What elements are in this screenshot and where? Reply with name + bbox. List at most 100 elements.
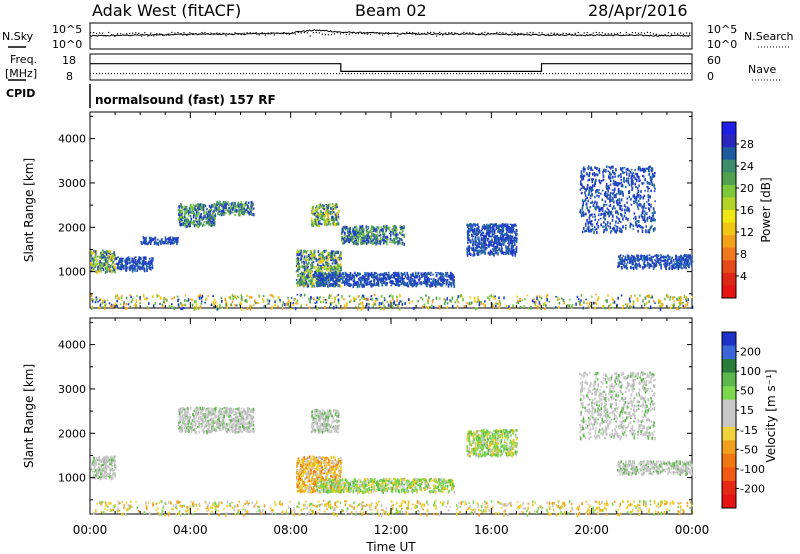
range-gate-cell [326,216,329,220]
range-gate-cell [344,281,346,285]
range-gate-cell [342,275,344,280]
range-gate-cell [191,298,193,302]
range-gate-cell [642,211,644,215]
range-gate-cell [197,306,200,310]
range-gate-cell [484,251,486,255]
range-gate-cell [638,220,640,223]
range-gate-cell [134,261,136,265]
range-gate-cell [636,263,639,267]
nsearch-point [246,32,248,34]
range-gate-cell [439,277,441,280]
range-gate-cell [324,212,326,214]
range-gate-cell [375,281,378,285]
range-gate-cell [151,257,153,261]
range-gate-cell [299,279,301,282]
range-gate-cell [198,222,201,225]
range-gate-cell [300,249,303,252]
range-gate-cell [207,221,210,225]
nsearch-point [475,33,477,36]
range-gate-cell [385,227,388,231]
range-gate-cell [676,265,679,269]
range-gate-cell [426,281,428,284]
range-gate-cell [308,270,311,273]
range-gate-cell [361,238,363,242]
range-gate-cell [222,200,225,203]
range-gate-cell [358,227,361,230]
range-gate-cell [179,214,181,217]
range-gate-cell [397,304,399,308]
range-gate-cell [490,235,492,238]
range-gate-cell [358,232,361,235]
range-gate-cell [329,203,331,207]
range-gate-cell [197,295,199,298]
range-gate-cell [662,259,665,262]
range-gate-cell [315,206,317,209]
range-gate-cell [212,301,215,305]
range-gate-cell [505,251,507,255]
range-gate-cell [180,222,183,227]
range-gate-cell [494,295,496,298]
range-gate-cell [93,268,95,270]
range-gate-cell [645,307,647,309]
range-gate-cell [352,275,355,278]
range-gate-cell [350,276,352,279]
range-gate-cell [581,205,584,208]
nsearch-point [366,33,369,35]
range-gate-cell [668,256,670,258]
range-gate-cell [626,168,628,171]
nsearch-point [300,32,302,34]
nsearch-point [183,31,185,34]
nsearch-point [192,32,194,35]
nsearch-point [180,33,182,35]
range-gate-cell [687,254,689,257]
range-gate-cell [146,268,148,271]
range-gate-cell [310,253,312,256]
range-gate-cell [423,306,425,309]
range-gate-cell [239,210,242,213]
range-gate-cell [241,207,244,210]
range-gate-cell [487,229,489,231]
range-gate-cell [401,233,403,236]
range-gate-cell [467,241,469,244]
range-gate-cell [656,260,658,263]
range-gate-cell [592,301,595,305]
range-gate-cell [652,266,655,270]
range-gate-cell [626,209,628,212]
range-gate-cell [125,267,127,272]
range-gate-cell [218,210,220,213]
range-gate-cell [658,257,661,260]
nsearch-point [126,33,128,35]
range-gate-cell [327,264,329,268]
range-gate-cell [318,260,320,264]
range-gate-cell [369,281,371,283]
nsearch-point [339,33,342,35]
range-gate-cell [457,300,459,304]
range-gate-cell [202,223,204,226]
range-gate-cell [650,265,653,268]
range-gate-cell [472,235,475,238]
range-gate-cell [310,270,313,273]
range-gate-cell [183,214,186,217]
range-gate-cell [489,242,492,245]
range-gate-cell [138,256,140,260]
range-gate-cell [383,272,386,275]
range-gate-cell [331,297,333,300]
range-gate-cell [380,272,382,276]
range-gate-cell [217,307,220,311]
range-gate-cell [207,216,210,220]
range-gate-cell [643,257,645,261]
range-gate-cell [431,282,434,285]
range-gate-cell [181,303,183,307]
range-gate-cell [642,206,645,210]
range-gate-cell [596,167,598,170]
range-gate-cell [317,275,319,278]
range-gate-cell [650,178,652,181]
range-gate-cell [215,203,218,206]
range-gate-cell [307,282,309,285]
range-gate-cell [323,206,325,208]
range-gate-cell [371,233,373,237]
range-gate-cell [500,245,503,249]
range-gate-cell [648,228,651,232]
range-gate-cell [152,295,154,298]
range-gate-cell [367,226,370,230]
